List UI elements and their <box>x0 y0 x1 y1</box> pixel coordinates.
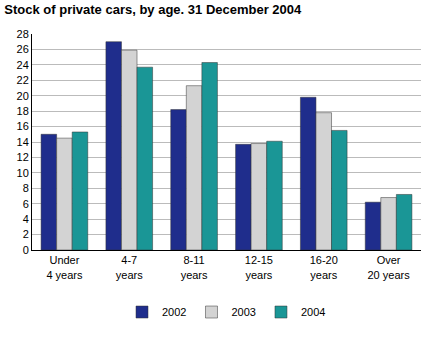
svg-text:2004: 2004 <box>301 306 325 318</box>
svg-text:Over20 years: Over20 years <box>367 254 410 280</box>
svg-text:16: 16 <box>17 120 29 132</box>
svg-text:20: 20 <box>17 90 29 102</box>
svg-text:4: 4 <box>23 213 29 225</box>
svg-text:2002: 2002 <box>162 306 186 318</box>
svg-text:2003: 2003 <box>231 306 255 318</box>
svg-text:16-20years: 16-20years <box>310 254 338 280</box>
svg-text:8: 8 <box>23 182 29 194</box>
svg-text:24: 24 <box>17 59 29 71</box>
svg-text:12-15years: 12-15years <box>245 254 273 280</box>
svg-text:22: 22 <box>17 74 29 86</box>
svg-text:26: 26 <box>17 43 29 55</box>
svg-text:10: 10 <box>17 167 29 179</box>
svg-text:18: 18 <box>17 105 29 117</box>
svg-text:2: 2 <box>23 228 29 240</box>
svg-text:4-7years: 4-7years <box>116 254 143 280</box>
svg-text:0: 0 <box>23 244 29 256</box>
svg-text:Under4 years: Under4 years <box>46 254 83 280</box>
svg-text:Stock of private cars, by age.: Stock of private cars, by age. 31 Decemb… <box>4 2 302 17</box>
svg-text:14: 14 <box>17 136 29 148</box>
svg-text:12: 12 <box>17 151 29 163</box>
svg-text:6: 6 <box>23 198 29 210</box>
svg-text:28: 28 <box>17 28 29 40</box>
svg-text:8-11years: 8-11years <box>181 254 208 280</box>
